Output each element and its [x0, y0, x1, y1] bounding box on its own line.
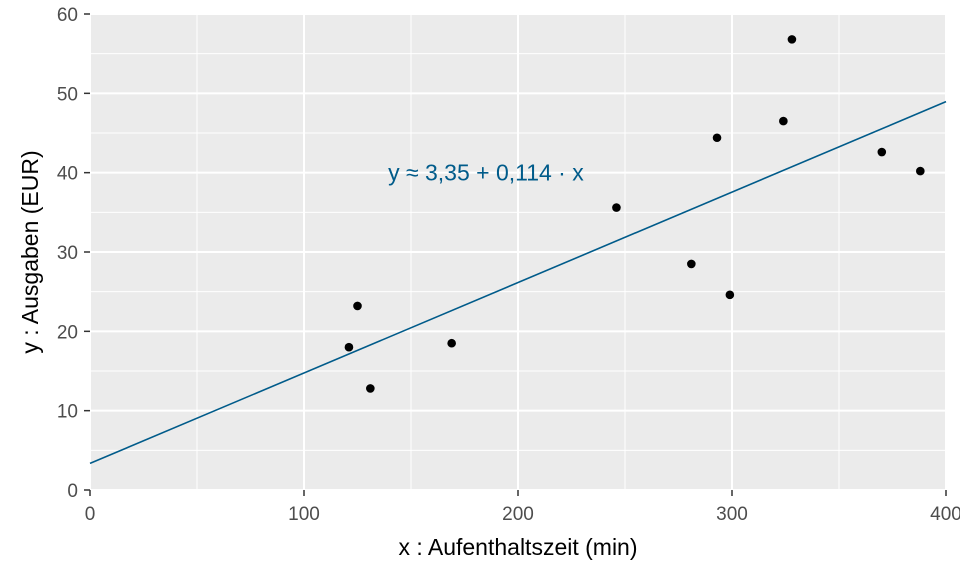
data-point	[877, 147, 887, 157]
y-tick-label: 60	[57, 5, 78, 26]
data-point	[712, 133, 722, 143]
x-tick-label: 400	[930, 504, 960, 525]
y-tick-label: 20	[57, 322, 78, 343]
y-tick-label: 0	[67, 481, 78, 502]
axis-ticks: 0 100 200 300 400 0 10 20 30 40 50 60	[57, 5, 960, 525]
data-point	[787, 35, 797, 44]
data-point	[725, 290, 735, 300]
x-tick-label: 200	[502, 504, 534, 525]
y-tick-label: 10	[57, 402, 78, 423]
regression-line	[89, 100, 947, 465]
data-point	[687, 259, 696, 269]
y-axis-title: y : Ausgaben (EUR)	[17, 150, 43, 353]
x-axis-title: x : Aufenthaltszeit (min)	[398, 534, 637, 560]
y-tick-label: 50	[57, 84, 78, 105]
data-point	[612, 203, 621, 212]
data-point	[353, 301, 362, 311]
x-tick-label: 300	[716, 504, 748, 525]
regression-equation: y ≈ 3,35 + 0,114 · x	[388, 160, 584, 186]
data-point	[344, 342, 354, 352]
x-tick-label: 0	[85, 504, 96, 525]
data-point	[779, 116, 788, 126]
data-point	[447, 338, 456, 348]
data-point	[916, 166, 925, 176]
y-tick-label: 30	[57, 243, 78, 264]
data-points	[344, 35, 925, 393]
x-tick-label: 100	[288, 504, 320, 525]
data-point	[366, 384, 375, 393]
regression-layer	[89, 100, 947, 465]
y-tick-label: 40	[57, 164, 78, 185]
